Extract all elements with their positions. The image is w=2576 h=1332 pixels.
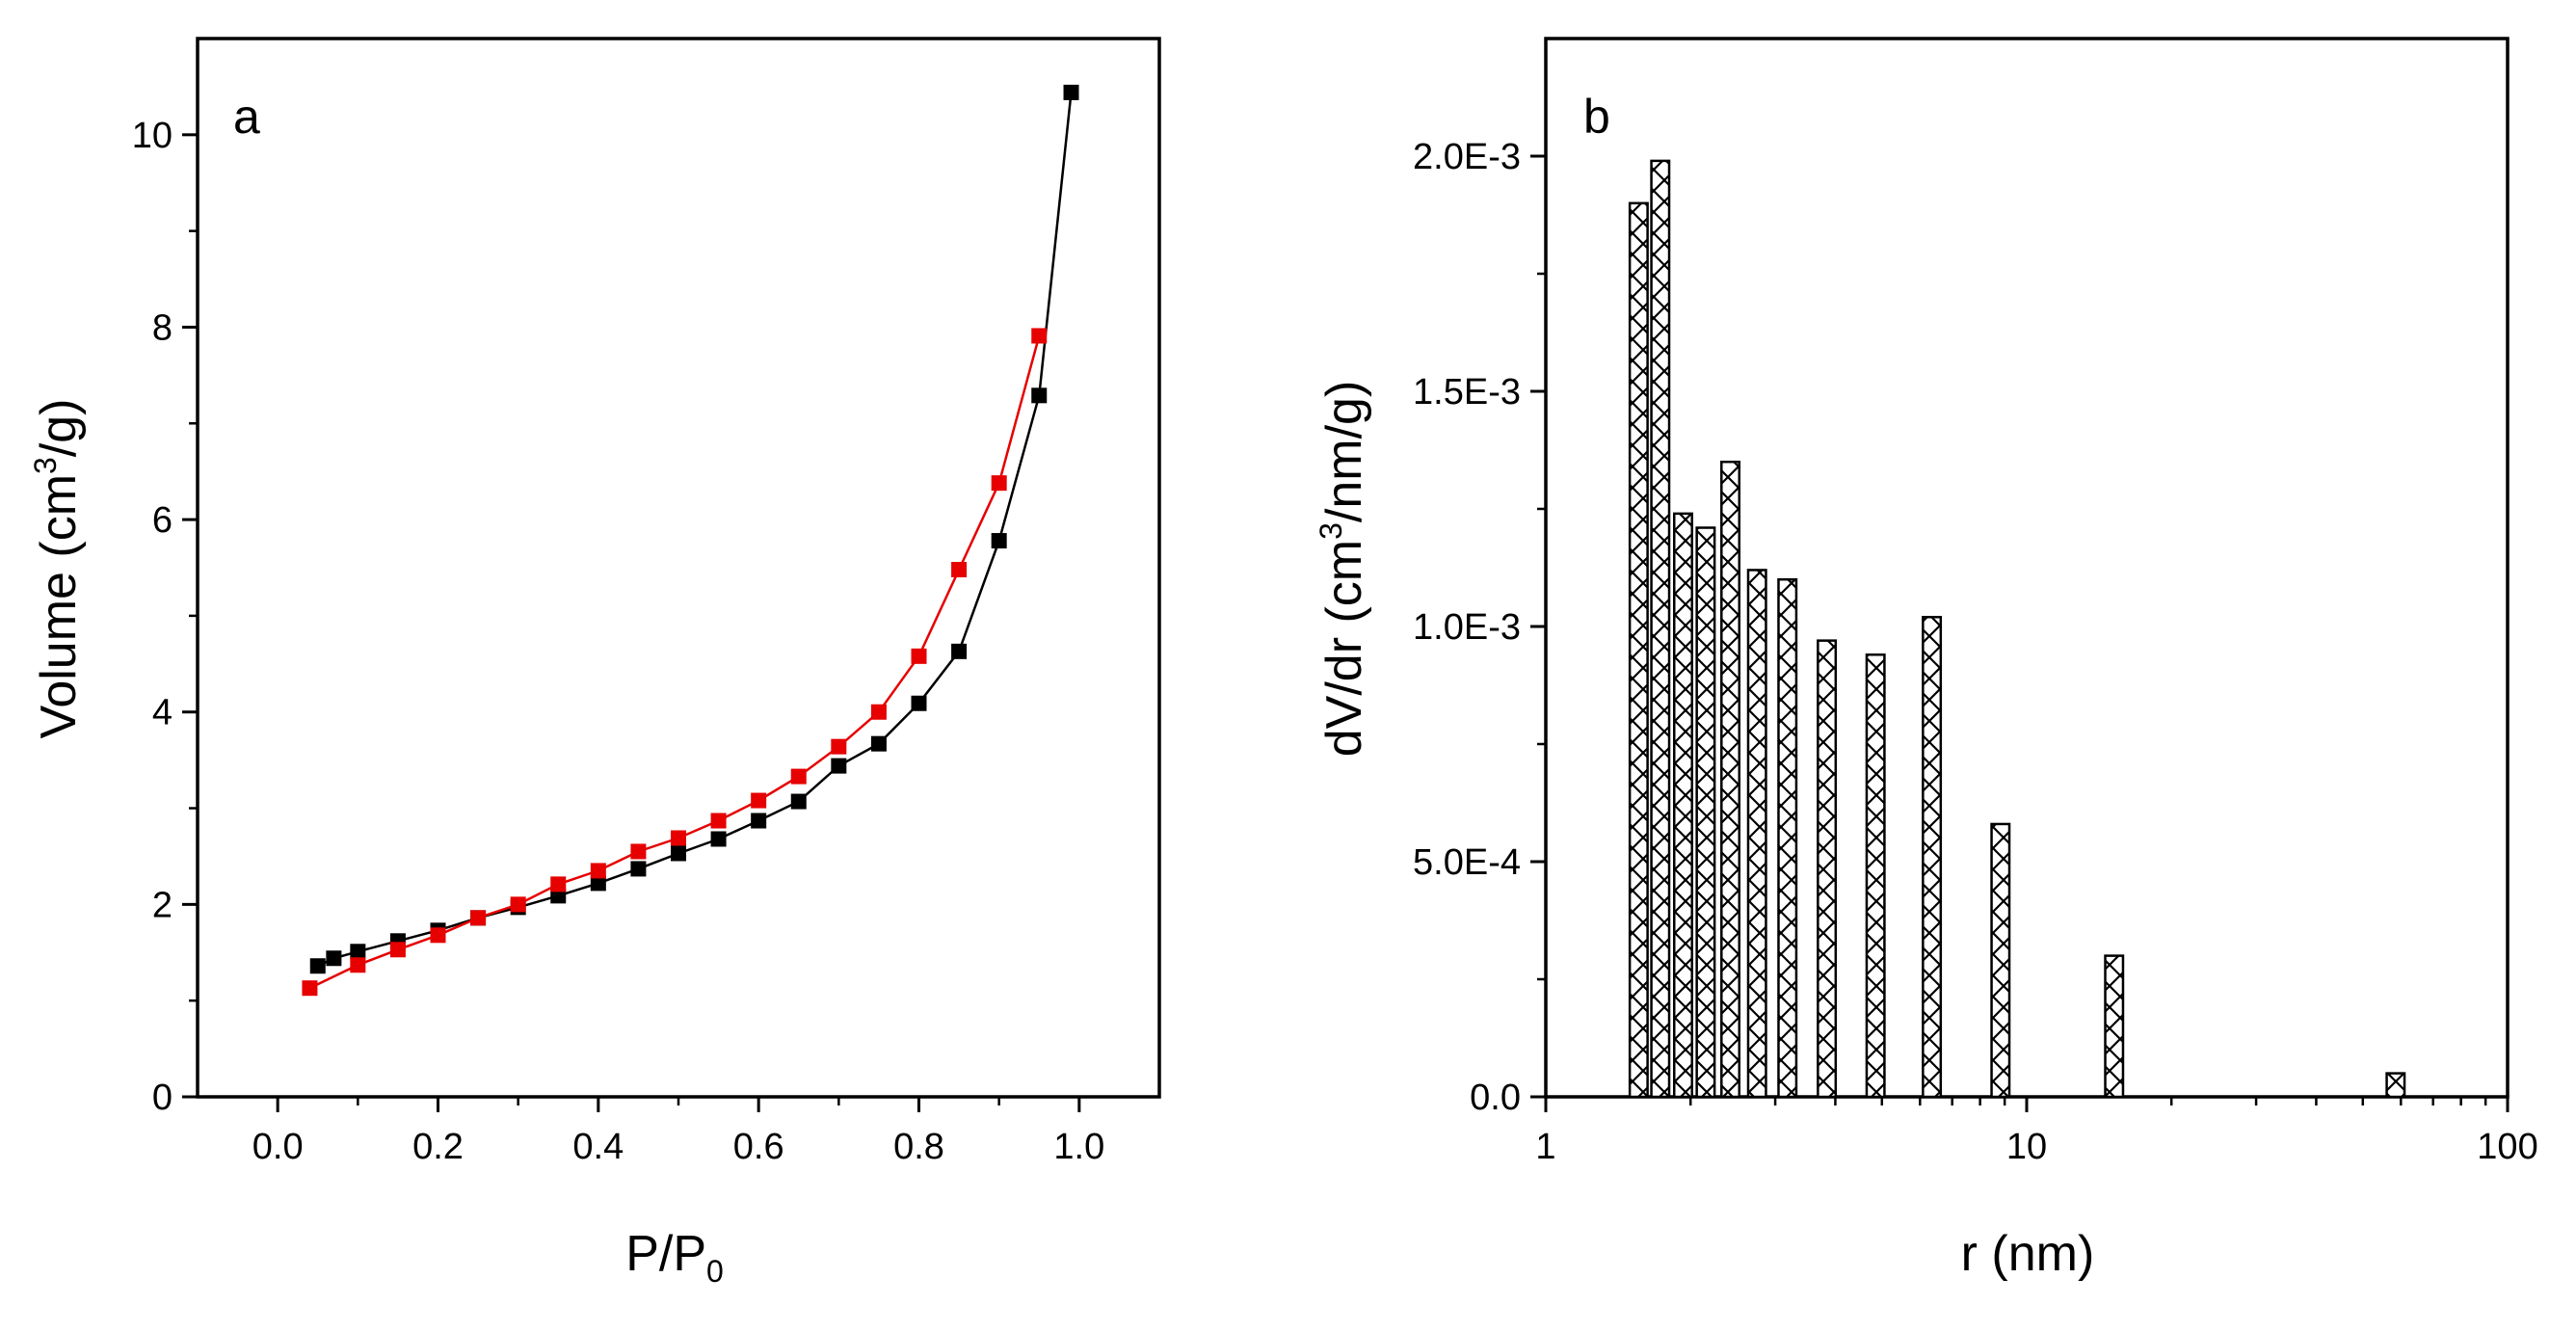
desorption-line — [308, 335, 1041, 990]
adsorption-point — [911, 695, 927, 711]
histogram-bar — [1650, 159, 1671, 1099]
histogram-bar — [1817, 639, 1838, 1099]
y-tick-label: 0 — [152, 1078, 173, 1118]
panel-b-x-ticks: 1 10 100 — [1535, 1097, 2538, 1167]
adsorption-point — [309, 958, 326, 974]
adsorption-point — [326, 950, 342, 967]
histogram-bar — [2104, 954, 2125, 1099]
x-tick-label: 0.4 — [572, 1127, 624, 1167]
adsorption-point — [630, 861, 647, 877]
histogram-bar — [2385, 1072, 2406, 1099]
panel-b-letter: b — [1583, 90, 1610, 144]
histogram-bar — [1865, 653, 1886, 1099]
desorption-point — [389, 942, 406, 958]
y-tick-label: 1.5E-3 — [1413, 372, 1521, 413]
histogram-bar — [1746, 569, 1767, 1099]
histogram-bar — [1673, 512, 1693, 1099]
panel-a-y-ticks: 0 2 4 6 8 10 — [132, 116, 198, 1118]
desorption-point — [870, 704, 887, 720]
panel-b-bars — [1628, 159, 2406, 1099]
desorption-point — [951, 561, 968, 577]
panel-b-y-axis-label: dV/dr (cm3/nm/g) — [1314, 381, 1372, 758]
histogram-bar — [1922, 615, 1943, 1099]
panel-b: b 1 10 100 0.0 5.0E-4 1.0E-3 1.5E-3 2.0E-3 r (… — [1314, 37, 2538, 1282]
x-tick-label: 0.8 — [893, 1127, 944, 1167]
desorption-point — [550, 876, 567, 892]
panel-b-y-ticks: 0.0 5.0E-4 1.0E-3 1.5E-3 2.0E-3 — [1413, 137, 1546, 1118]
histogram-bar — [1628, 201, 1649, 1099]
panel-a-x-ticks: 0.0 0.2 0.4 0.6 0.8 1.0 — [252, 1097, 1104, 1167]
panel-a-letter: a — [233, 90, 260, 144]
adsorption-point — [870, 735, 887, 752]
adsorption-point — [790, 793, 807, 810]
desorption-point — [430, 927, 446, 944]
histogram-bar — [1990, 822, 2011, 1099]
adsorption-point — [751, 813, 767, 829]
desorption-point — [302, 980, 318, 997]
adsorption-point — [1063, 84, 1079, 100]
histogram-bar — [1720, 460, 1741, 1099]
desorption-point — [790, 768, 807, 785]
adsorption-point — [671, 845, 686, 862]
y-tick-label: 2.0E-3 — [1413, 137, 1521, 177]
desorption-point — [710, 813, 727, 829]
x-tick-label: 0.2 — [412, 1127, 464, 1167]
y-tick-label: 4 — [152, 693, 173, 733]
desorption-point — [671, 830, 686, 846]
adsorption-line — [317, 92, 1073, 968]
y-tick-label: 0.0 — [1470, 1078, 1521, 1118]
desorption-point — [911, 648, 927, 664]
adsorption-point — [710, 831, 727, 847]
y-tick-label: 1.0E-3 — [1413, 607, 1521, 648]
adsorption-point — [991, 533, 1007, 549]
panel-a-x-axis-label: P/P0 — [625, 1226, 724, 1289]
y-tick-label: 8 — [152, 307, 173, 348]
desorption-point — [590, 863, 606, 879]
desorption-point — [831, 738, 847, 755]
x-tick-label: 0.0 — [252, 1127, 304, 1167]
adsorption-point — [951, 643, 968, 659]
panel-a-frame — [196, 37, 1161, 1099]
desorption-point — [1031, 328, 1048, 344]
panel-a-y-axis-label: Volume (cm3/g) — [28, 398, 87, 738]
panel-a: a 0.0 0.2 0.4 0.6 0.8 1.0 0 2 4 6 8 10 P/P0 Volume… — [28, 37, 1161, 1289]
x-tick-label: 10 — [2006, 1127, 2047, 1167]
x-tick-label: 1 — [1535, 1127, 1555, 1167]
x-tick-label: 0.6 — [733, 1127, 784, 1167]
adsorption-point — [590, 875, 606, 892]
desorption-point — [350, 957, 366, 973]
desorption-point — [510, 896, 526, 913]
panel-b-x-axis-label: r (nm) — [1961, 1226, 2095, 1282]
histogram-bar — [1695, 526, 1716, 1099]
desorption-point — [991, 475, 1007, 492]
x-tick-label: 1.0 — [1053, 1127, 1104, 1167]
adsorption-point — [350, 944, 366, 960]
y-tick-label: 10 — [132, 116, 173, 156]
adsorption-point — [831, 758, 847, 774]
histogram-bar — [1777, 577, 1798, 1099]
x-tick-label: 100 — [2477, 1127, 2537, 1167]
desorption-point — [751, 792, 767, 809]
y-tick-label: 6 — [152, 500, 173, 541]
desorption-point — [630, 843, 647, 860]
y-tick-label: 2 — [152, 885, 173, 925]
desorption-point — [470, 910, 487, 926]
y-tick-label: 5.0E-4 — [1413, 842, 1521, 883]
panel-a-series — [302, 84, 1079, 997]
adsorption-point — [1031, 387, 1048, 404]
